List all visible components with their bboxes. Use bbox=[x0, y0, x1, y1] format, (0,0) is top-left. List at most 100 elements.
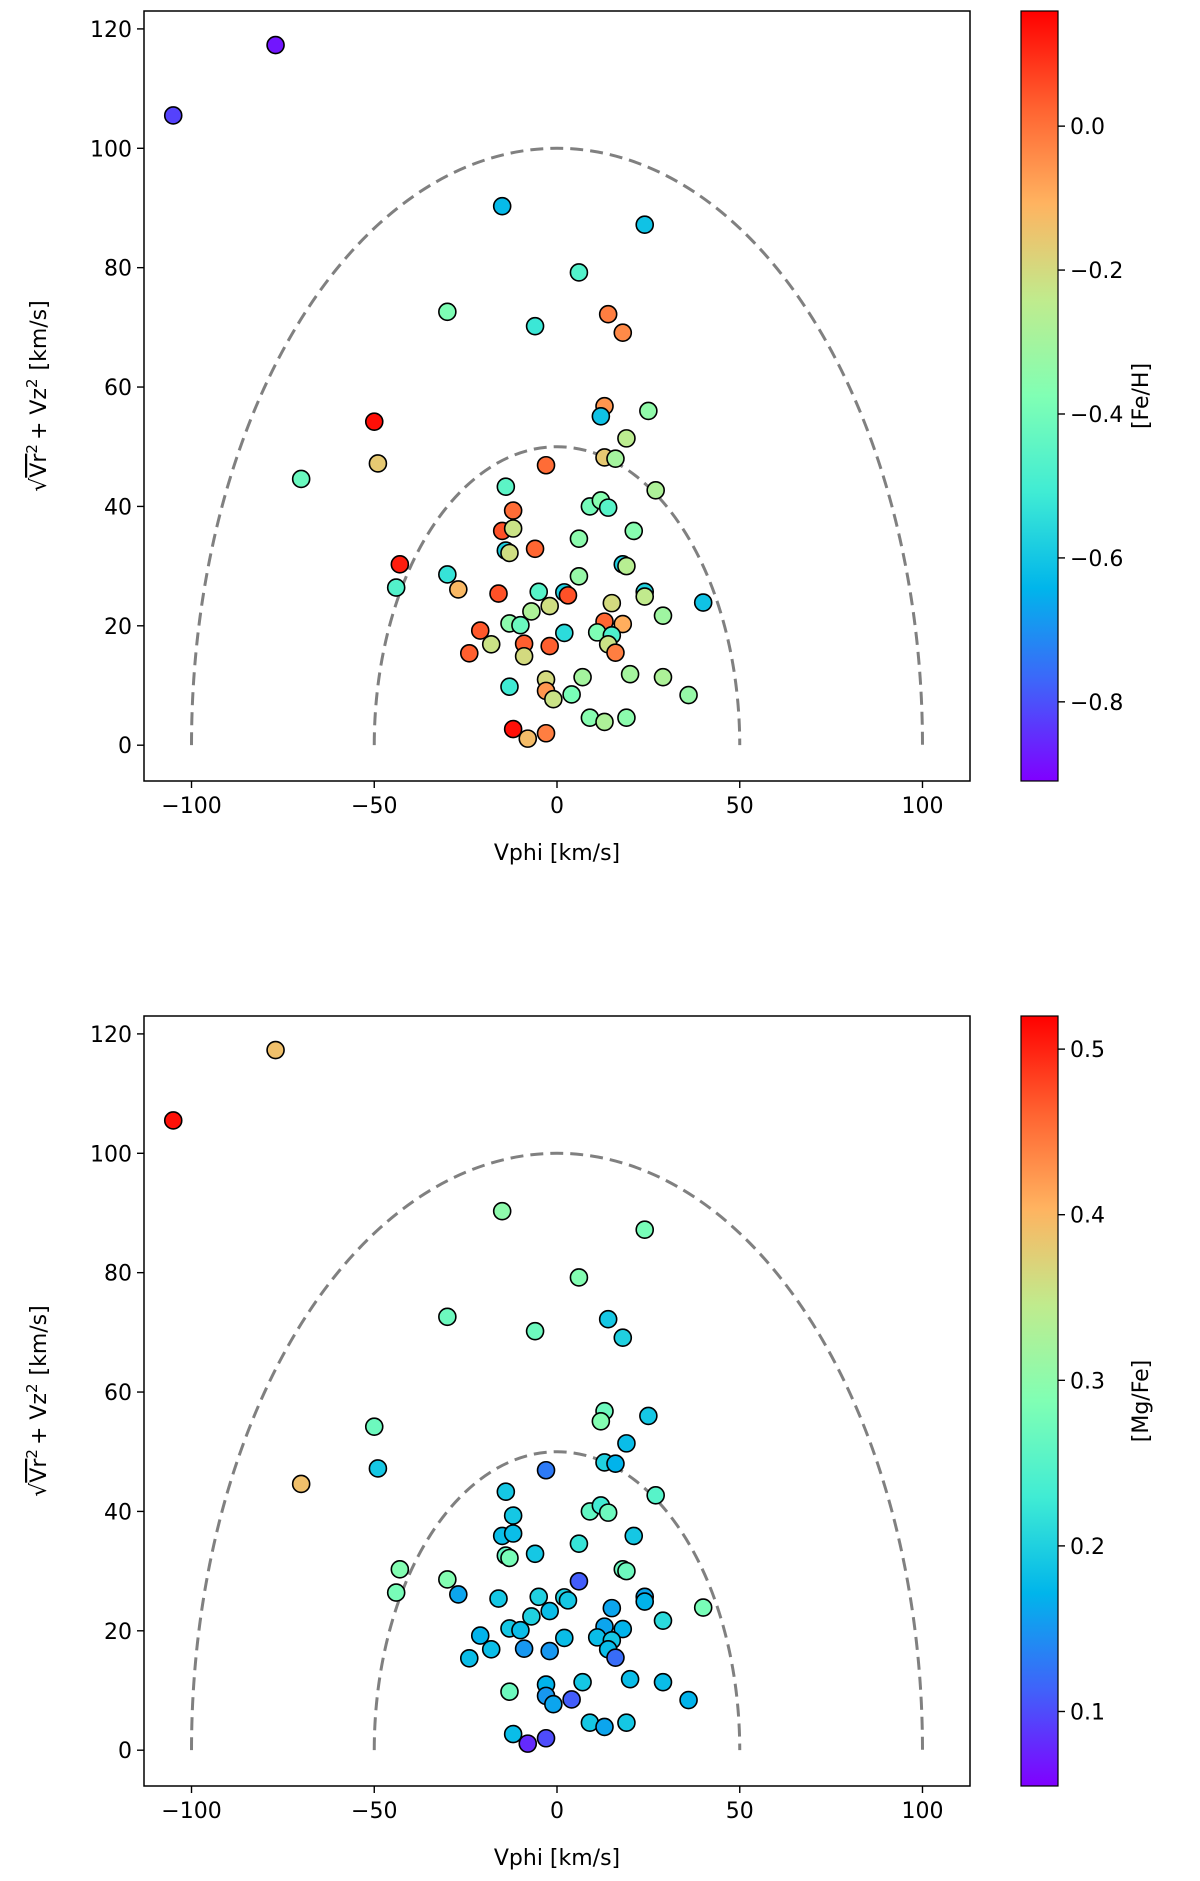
scatter-point-44 bbox=[635, 587, 655, 606]
scatter-point-70 bbox=[544, 1694, 563, 1714]
scatter-point-49 bbox=[653, 606, 673, 625]
scatter-point-1 bbox=[266, 35, 285, 55]
scatter-point-64 bbox=[500, 1682, 519, 1701]
scatter-point-55 bbox=[555, 623, 574, 643]
scatter-point-37 bbox=[386, 578, 406, 597]
scatter-point-38 bbox=[449, 580, 468, 599]
scatter-point-27 bbox=[624, 1526, 644, 1546]
scatter-point-53 bbox=[613, 614, 633, 634]
dashed-circle-group bbox=[190, 146, 924, 746]
y-tick-label-2: 40 bbox=[104, 1500, 132, 1525]
x-axis-label: Vphi [km/s] bbox=[494, 841, 620, 866]
scatter-point-73 bbox=[679, 685, 698, 705]
scatter-point-1 bbox=[266, 1040, 285, 1060]
scatter-point-7 bbox=[525, 1321, 545, 1341]
scatter-point-10 bbox=[368, 454, 388, 473]
scatter-point-62 bbox=[606, 1648, 625, 1667]
dashed-circle-r50 bbox=[372, 1450, 742, 1751]
colorbar-tick-label-3: −0.6 bbox=[1070, 547, 1123, 572]
x-tick-label-1: −50 bbox=[351, 794, 397, 819]
scatter-point-68 bbox=[620, 664, 640, 684]
scatter-point-77 bbox=[536, 1728, 556, 1748]
scatter-point-28 bbox=[569, 1534, 589, 1553]
scatter-point-45 bbox=[602, 1598, 622, 1618]
scatter-point-31 bbox=[500, 1548, 519, 1568]
x-tick-label-2: 0 bbox=[550, 1799, 564, 1824]
scatter-point-33 bbox=[617, 1561, 636, 1581]
scatter-point-58 bbox=[481, 1640, 501, 1659]
scatter-point-33 bbox=[617, 556, 636, 576]
y-tick-label-6: 120 bbox=[90, 1023, 132, 1048]
scatter-point-19 bbox=[496, 1482, 516, 1502]
colorbar-ticks: 0.0 −0.2 −0.4 −0.6 −0.8 bbox=[1058, 115, 1123, 716]
plot-frame bbox=[143, 10, 971, 782]
scatter-point-47 bbox=[522, 1607, 541, 1626]
colorbar-tick-label-0: 0.5 bbox=[1070, 1038, 1105, 1063]
chart-panel-feh: −100 −50 0 50 100 0 20 40 60 80 100 120 Vphi [km/s… bbox=[23, 10, 1154, 866]
colorbar-tick-label-1: 0.4 bbox=[1070, 1204, 1105, 1229]
scatter-point-48 bbox=[693, 1598, 713, 1617]
y-label-vz: + Vz bbox=[27, 388, 52, 440]
y-tick-label-4: 80 bbox=[104, 1262, 132, 1287]
y-label-exp2: 2 bbox=[23, 1383, 41, 1393]
scatter-points bbox=[163, 35, 713, 748]
scatter-point-51 bbox=[511, 1620, 530, 1640]
colorbar-tick-label-4: 0.1 bbox=[1070, 1700, 1105, 1725]
scatter-point-19 bbox=[496, 477, 516, 497]
scatter-point-71 bbox=[562, 1690, 581, 1709]
y-axis-label: √Vr2+ Vz2[km/s] bbox=[23, 300, 52, 491]
scatter-point-78 bbox=[518, 1734, 538, 1753]
scatter-point-72 bbox=[562, 685, 581, 704]
colorbar-label: [Fe/H] bbox=[1129, 363, 1154, 429]
scatter-point-55 bbox=[555, 1628, 574, 1648]
scatter-point-6 bbox=[525, 316, 545, 336]
x-axis-ticks: −100 −50 0 50 100 bbox=[161, 781, 943, 819]
y-label-exp1: 2 bbox=[23, 1449, 41, 1459]
scatter-point-53 bbox=[613, 1619, 633, 1639]
scatter-point-44 bbox=[635, 1592, 655, 1611]
y-label-unit: [km/s] bbox=[27, 1305, 52, 1375]
scatter-point-30 bbox=[525, 539, 545, 559]
y-tick-label-6: 120 bbox=[90, 18, 132, 43]
scatter-point-17 bbox=[606, 449, 625, 468]
scatter-point-77 bbox=[503, 719, 523, 739]
x-tick-label-4: 100 bbox=[901, 1799, 943, 1824]
scatter-point-15 bbox=[617, 429, 636, 448]
scatter-point-42 bbox=[558, 586, 578, 605]
scatter-point-5 bbox=[569, 1268, 589, 1287]
scatter-point-76 bbox=[617, 708, 636, 728]
scatter-point-40 bbox=[529, 582, 549, 602]
scatter-point-47 bbox=[522, 602, 541, 621]
colorbar: 0.5 0.4 0.3 0.2 0.1 [Mg/Fe] bbox=[1020, 1015, 1154, 1787]
scatter-point-24 bbox=[503, 501, 523, 520]
scatter-point-5 bbox=[438, 302, 457, 322]
scatter-point-2 bbox=[291, 1474, 311, 1494]
dashed-circle-group bbox=[190, 1151, 924, 1751]
scatter-point-58 bbox=[481, 635, 501, 654]
scatter-point-66 bbox=[573, 1672, 592, 1692]
y-tick-label-1: 20 bbox=[104, 615, 132, 640]
scatter-point-30 bbox=[525, 1544, 545, 1564]
scatter-point-15 bbox=[617, 1434, 636, 1453]
scatter-point-34 bbox=[390, 1560, 410, 1579]
y-tick-label-5: 100 bbox=[90, 1142, 132, 1167]
scatter-point-36 bbox=[569, 566, 589, 586]
scatter-point-18 bbox=[536, 1460, 556, 1480]
scatter-point-4 bbox=[635, 1220, 655, 1239]
scatter-point-67 bbox=[573, 667, 592, 687]
colorbar-tick-label-4: −0.8 bbox=[1070, 691, 1123, 716]
scatter-point-38 bbox=[449, 1585, 468, 1604]
dashed-circle-r100 bbox=[190, 146, 924, 746]
scatter-point-13 bbox=[591, 1411, 611, 1431]
scatter-point-3 bbox=[492, 1201, 512, 1221]
scatter-point-8 bbox=[613, 323, 633, 343]
scatter-point-63 bbox=[459, 643, 479, 663]
y-tick-label-3: 60 bbox=[104, 376, 132, 401]
scatter-point-48 bbox=[693, 593, 713, 612]
chart-panel-mgfe: −100 −50 0 50 100 0 20 40 60 80 100 120 Vphi [km/s… bbox=[23, 1015, 1154, 1871]
scatter-point-7 bbox=[598, 304, 618, 324]
x-tick-label-3: 50 bbox=[726, 794, 754, 819]
scatter-point-59 bbox=[514, 1639, 534, 1659]
y-axis-ticks: 0 20 40 60 80 100 120 bbox=[90, 18, 144, 759]
colorbar-gradient bbox=[1020, 10, 1059, 782]
